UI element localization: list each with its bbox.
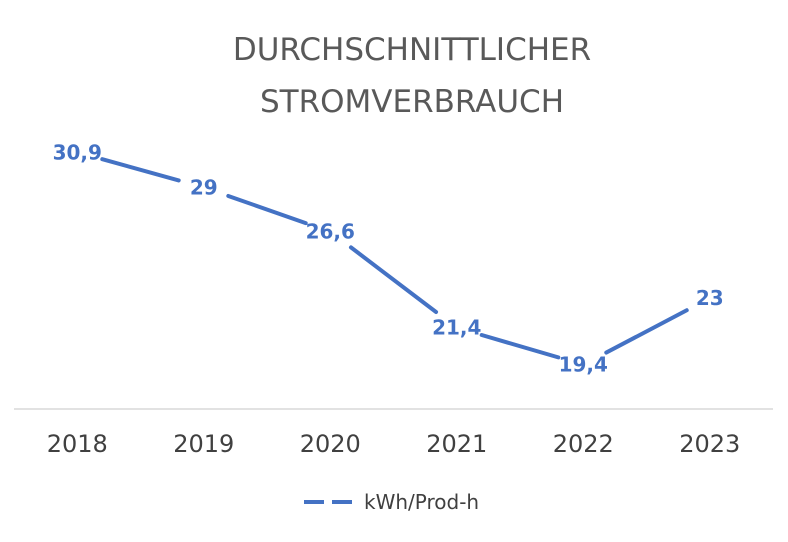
x-tick-label-2018: 2018 (47, 430, 108, 458)
data-label-2020: 26,6 (306, 220, 355, 244)
data-label-2021: 21,4 (432, 316, 481, 340)
series-line-segment (348, 245, 439, 315)
series-line-segment (604, 308, 689, 355)
legend: kWh/Prod-h (304, 490, 479, 514)
x-tick-label-2023: 2023 (679, 430, 740, 458)
x-tick-label-2021: 2021 (426, 430, 487, 458)
chart-title-line-2: STROMVERBRAUCH (260, 84, 564, 120)
data-label-2023: 23 (696, 286, 724, 310)
chart-title-line-1: DURCHSCHNITTLICHER (233, 32, 591, 68)
data-labels: 30,9 29 26,6 21,4 19,4 23 (53, 140, 724, 376)
data-label-2018: 30,9 (53, 140, 102, 164)
x-tick-label-2022: 2022 (553, 430, 614, 458)
series-line-segment (100, 157, 181, 183)
series-kwh-prod-h (100, 157, 689, 360)
series-line-segment (479, 333, 561, 360)
series-line-segment (226, 193, 308, 226)
data-label-2022: 19,4 (559, 353, 608, 377)
data-label-2019: 29 (190, 175, 218, 199)
chart-title: DURCHSCHNITTLICHER STROMVERBRAUCH (233, 32, 591, 120)
x-tick-label-2019: 2019 (173, 430, 234, 458)
x-tick-label-2020: 2020 (300, 430, 361, 458)
legend-label: kWh/Prod-h (364, 490, 479, 514)
x-axis-ticks: 2018 2019 2020 2021 2022 2023 (47, 430, 741, 458)
